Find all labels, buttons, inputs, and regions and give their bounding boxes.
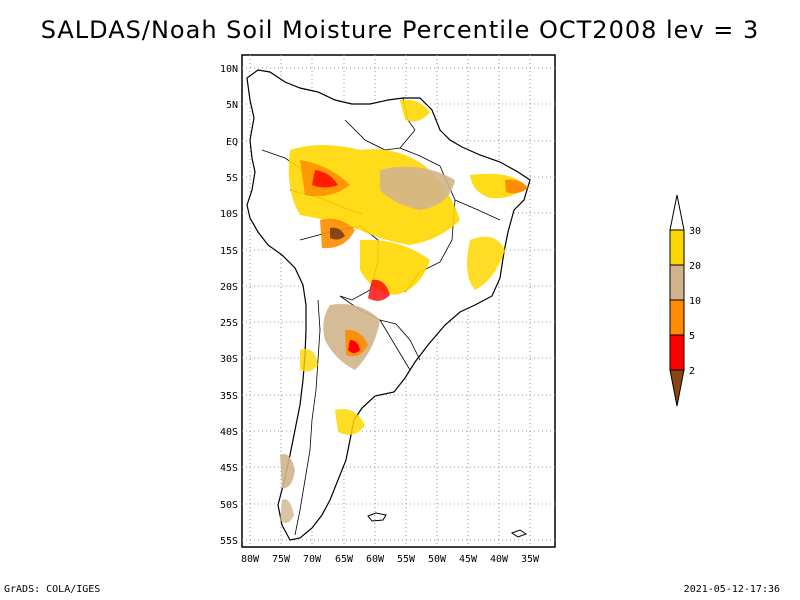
colorbar-label: 2 [689, 366, 695, 377]
lon-tick: 75W [272, 554, 291, 565]
lon-tick: 35W [521, 554, 540, 565]
colorbar-segment-2-5 [669, 334, 685, 371]
lat-tick: 30S [220, 354, 238, 365]
lat-tick: 25S [220, 318, 238, 329]
lat-tick: 15S [220, 246, 238, 257]
lat-tick: 5N [226, 100, 238, 111]
lat-tick: 10N [220, 64, 238, 75]
lon-tick: 70W [303, 554, 322, 565]
lat-tick: 20S [220, 282, 238, 293]
lon-tick: 40W [490, 554, 509, 565]
lon-tick: 50W [428, 554, 447, 565]
lat-tick: 5S [226, 173, 238, 184]
colorbar [669, 194, 685, 407]
footer-credit: GrADS: COLA/IGES [4, 584, 101, 595]
colorbar-bottom-triangle [669, 369, 685, 407]
colorbar-top-triangle [669, 194, 685, 231]
lat-tick: 50S [220, 500, 238, 511]
lon-tick: 45W [459, 554, 478, 565]
colorbar-label: 5 [689, 331, 695, 342]
south-georgia [510, 529, 528, 538]
colorbar-label: 30 [689, 226, 701, 237]
lat-tick: 10S [220, 209, 238, 220]
colorbar-segment-10-20 [669, 264, 685, 301]
footer-timestamp: 2021-05-12-17:36 [683, 584, 780, 595]
lat-tick: 40S [220, 427, 238, 438]
colorbar-labels: 30 20 10 5 2 [689, 226, 701, 377]
lon-tick: 65W [335, 554, 354, 565]
map-title: SALDAS/Noah Soil Moisture Percentile OCT… [40, 16, 760, 44]
colorbar-segment-5-10 [669, 299, 685, 336]
lon-tick-labels: 80W 75W 70W 65W 60W 55W 50W 45W 40W 35W [241, 554, 540, 565]
lat-tick: 45S [220, 463, 238, 474]
colorbar-label: 20 [689, 261, 701, 272]
lat-tick: EQ [226, 137, 238, 148]
plot-frame [241, 54, 556, 548]
lat-tick: 55S [220, 536, 238, 547]
lat-tick: 35S [220, 391, 238, 402]
lon-tick: 80W [241, 554, 260, 565]
falkland-islands [367, 512, 387, 522]
colorbar-segment-20-30 [669, 229, 685, 266]
lon-tick: 55W [397, 554, 416, 565]
lat-tick-labels: 10N 5N EQ 5S 10S 15S 20S 25S 30S 35S 40S… [220, 64, 238, 547]
lon-tick: 60W [366, 554, 385, 565]
soil-moisture-shading [280, 99, 528, 524]
colorbar-label: 10 [689, 296, 701, 307]
